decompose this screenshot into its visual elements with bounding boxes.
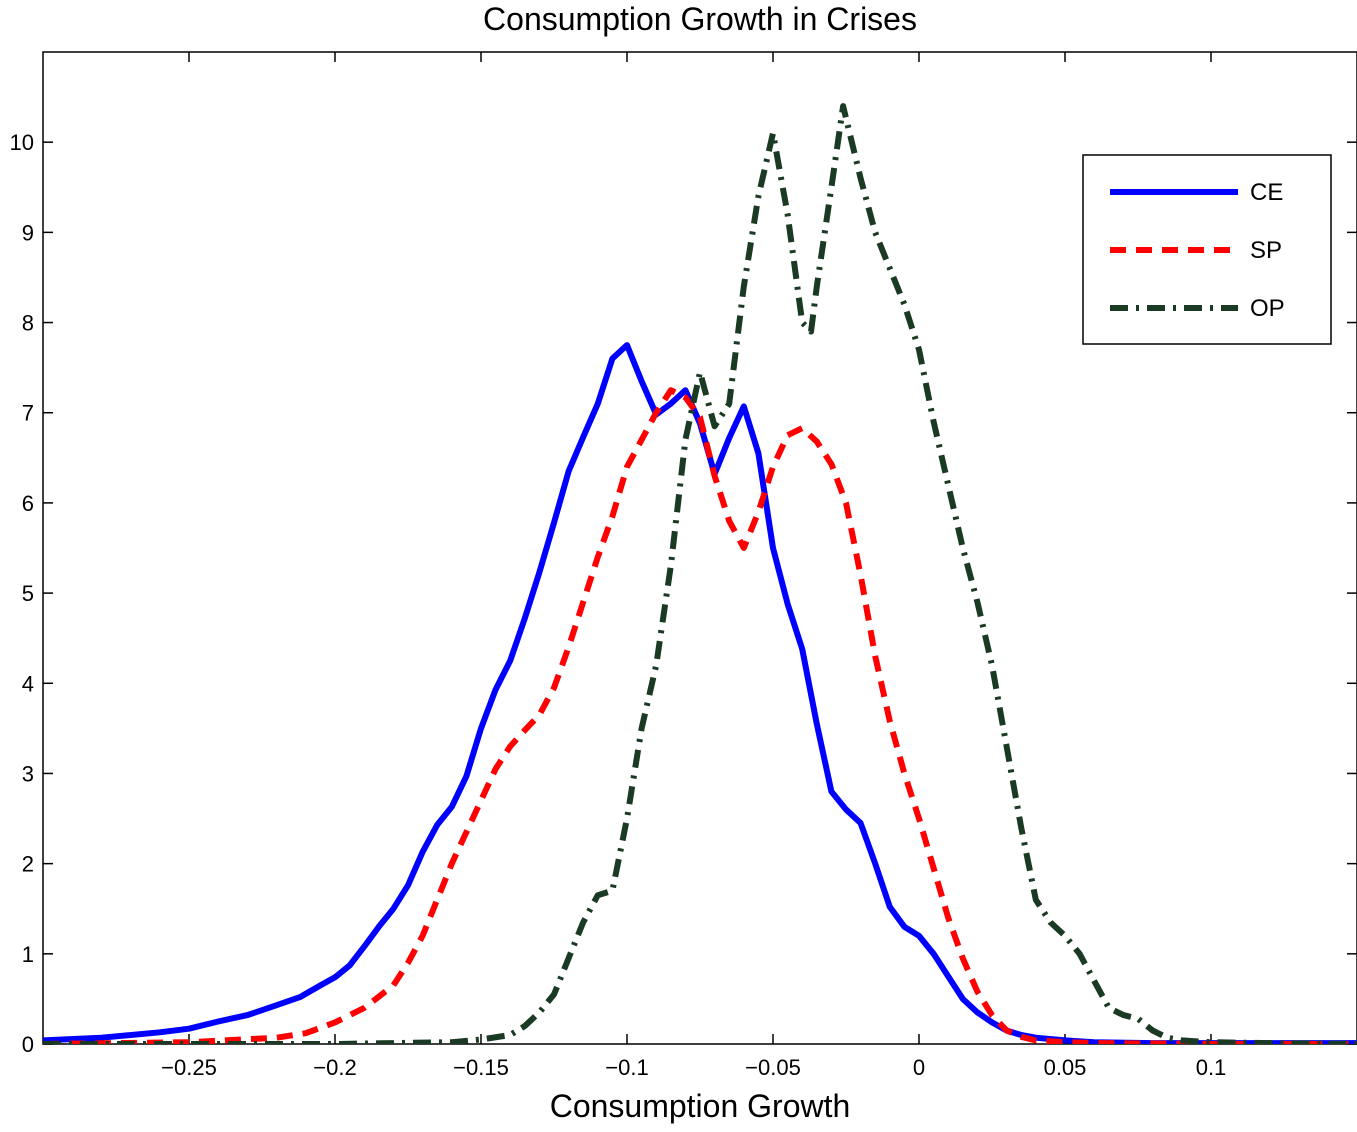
x-tick-label: −0.15 (453, 1055, 509, 1080)
y-tick-label: 9 (22, 220, 34, 245)
series-line-ce (43, 342, 1357, 1044)
x-tick-label: −0.05 (745, 1055, 801, 1080)
series-line-op (43, 103, 1357, 1044)
y-tick-label: 4 (22, 671, 34, 696)
y-tick-label: 7 (22, 401, 34, 426)
x-tick-label: 0.1 (1196, 1055, 1227, 1080)
x-tick-label: −0.25 (161, 1055, 217, 1080)
series-line-sp (43, 387, 1357, 1044)
x-tick-label: 0.05 (1044, 1055, 1087, 1080)
series-layer (43, 103, 1357, 1044)
legend-label: OP (1250, 295, 1285, 322)
x-tick-label: −0.1 (605, 1055, 648, 1080)
y-tick-label: 1 (22, 942, 34, 967)
legend-label: SP (1250, 237, 1282, 264)
x-tick-label: 0 (913, 1055, 925, 1080)
plot-area-frame (42, 51, 1357, 1045)
y-tick-label: 6 (22, 491, 34, 516)
y-tick-label: 0 (22, 1032, 34, 1057)
y-tick-label: 8 (22, 311, 34, 336)
y-tick-label: 10 (10, 130, 34, 155)
y-tick-label: 2 (22, 852, 34, 877)
x-tick-label: −0.2 (313, 1055, 356, 1080)
y-axis: 0 1 2 3 4 5 6 7 8 9 10 (10, 130, 1357, 1057)
y-tick-label: 5 (22, 581, 34, 606)
legend-label: CE (1250, 179, 1283, 206)
legend: CE SP OP (1082, 154, 1332, 345)
x-axis-label: Consumption Growth (550, 1088, 851, 1124)
chart-title: Consumption Growth in Crises (483, 1, 917, 37)
x-axis: −0.25 −0.2 −0.15 −0.1 −0.05 0 0.05 0.1 (161, 52, 1226, 1080)
y-tick-label: 3 (22, 761, 34, 786)
